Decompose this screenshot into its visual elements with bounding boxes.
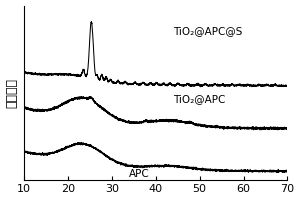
Text: TiO₂@APC@S: TiO₂@APC@S xyxy=(173,26,243,36)
Y-axis label: 相对强度: 相对强度 xyxy=(6,78,19,108)
Text: TiO₂@APC: TiO₂@APC xyxy=(173,94,226,104)
Text: APC: APC xyxy=(129,169,150,179)
